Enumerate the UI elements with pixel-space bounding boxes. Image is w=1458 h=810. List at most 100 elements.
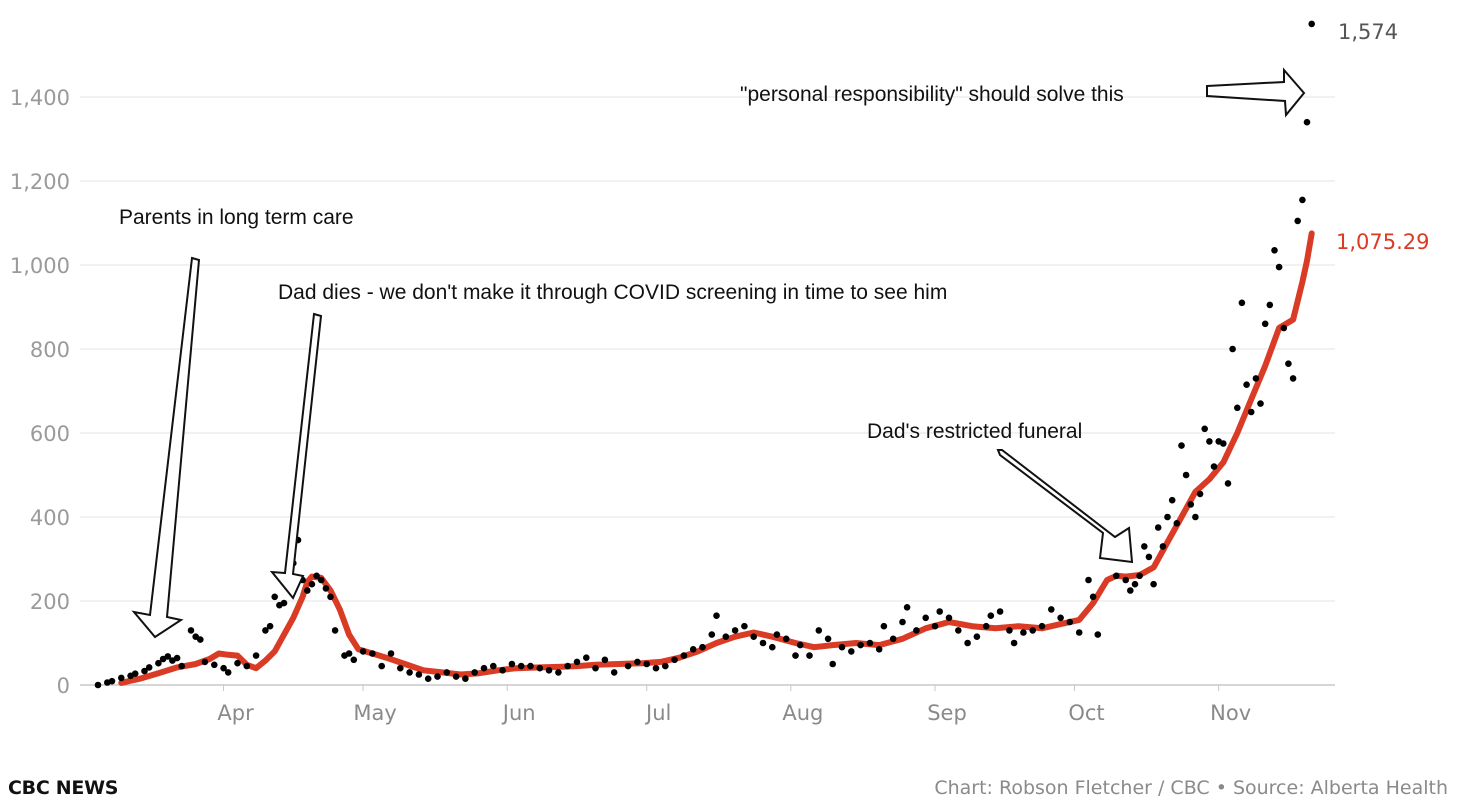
daily-case-point <box>1206 438 1213 445</box>
daily-case-point <box>1271 247 1278 254</box>
daily-case-point <box>713 612 720 619</box>
daily-case-point <box>987 612 995 619</box>
daily-case-point <box>1178 442 1185 449</box>
daily-case-point <box>964 639 971 647</box>
daily-case-point <box>517 662 525 670</box>
daily-case-point <box>973 633 981 640</box>
daily-case-point <box>1187 501 1195 508</box>
daily-case-point <box>601 656 609 664</box>
daily-case-point <box>280 599 288 607</box>
daily-cases-points <box>94 20 1315 689</box>
daily-case-point <box>1010 639 1018 647</box>
daily-case-point <box>1247 408 1255 416</box>
daily-case-point <box>536 664 544 672</box>
y-tick-label: 400 <box>30 506 70 530</box>
daily-case-point <box>452 673 460 680</box>
daily-case-point <box>899 618 906 626</box>
end-label-daily: 1,574 <box>1338 20 1398 44</box>
daily-case-point <box>1038 622 1046 630</box>
x-tick-label: Sep <box>927 701 967 725</box>
end-label-average: 1,075.29 <box>1336 230 1430 254</box>
daily-case-point <box>1089 593 1097 601</box>
x-tick-label: Apr <box>217 701 254 725</box>
daily-case-point <box>94 681 102 689</box>
brand-logo-text: CBC NEWS <box>8 777 119 799</box>
daily-case-point <box>1238 299 1246 307</box>
daily-case-point <box>955 627 962 634</box>
daily-case-point <box>996 608 1004 615</box>
daily-case-point <box>378 662 386 670</box>
annotation-parents-long-term-care: Parents in long term care <box>119 206 354 229</box>
daily-case-point <box>741 622 748 630</box>
daily-case-point <box>866 639 874 647</box>
daily-case-point <box>1164 513 1171 521</box>
daily-case-point <box>471 669 479 676</box>
daily-case-point <box>1168 496 1176 504</box>
daily-case-point <box>1303 118 1311 126</box>
daily-case-point <box>187 627 195 634</box>
daily-case-point <box>931 622 939 630</box>
daily-case-point <box>1113 572 1120 580</box>
daily-case-point <box>759 639 767 647</box>
x-tick-label: Aug <box>782 701 823 725</box>
daily-case-point <box>857 641 864 649</box>
daily-case-point <box>1159 543 1167 550</box>
daily-case-point <box>875 646 883 653</box>
chart-credit: Chart: Robson Fletcher / CBC • Source: A… <box>934 777 1448 799</box>
y-tick-label: 1,400 <box>10 86 70 110</box>
daily-case-point <box>224 669 232 676</box>
daily-case-point <box>220 664 227 672</box>
daily-case-point <box>1006 627 1013 634</box>
daily-case-point <box>1145 553 1153 561</box>
daily-case-point <box>350 656 358 664</box>
daily-case-point <box>1257 400 1264 407</box>
arrow-personal-responsibility <box>1206 67 1306 118</box>
daily-case-point <box>782 635 790 643</box>
arrow-restricted-funeral <box>996 449 1134 564</box>
y-tick-label: 1,200 <box>10 170 70 194</box>
daily-case-point <box>903 604 911 611</box>
daily-case-point <box>624 662 632 670</box>
daily-case-point <box>327 593 334 601</box>
annotation-texts: Parents in long term care Dad dies - we … <box>119 83 1124 443</box>
daily-case-point <box>173 654 181 662</box>
daily-case-point <box>829 660 836 668</box>
daily-case-point <box>573 658 581 666</box>
daily-case-point <box>1136 572 1143 580</box>
daily-case-point <box>443 669 451 676</box>
daily-case-point <box>1275 263 1283 271</box>
daily-case-point <box>680 652 688 659</box>
daily-case-point <box>838 643 846 651</box>
y-tick-label: 0 <box>57 674 70 698</box>
daily-case-point <box>266 622 274 630</box>
daily-case-point <box>387 650 395 657</box>
daily-case-point <box>722 633 730 640</box>
daily-case-point <box>262 627 269 634</box>
x-tick-label: Jun <box>501 701 536 725</box>
daily-case-point <box>1289 375 1297 382</box>
daily-case-point <box>527 662 534 670</box>
daily-case-point <box>773 631 781 638</box>
daily-case-point <box>1234 404 1241 412</box>
y-tick-label: 200 <box>30 590 70 614</box>
daily-case-point <box>583 654 590 661</box>
daily-case-point <box>406 669 413 676</box>
daily-case-point <box>499 667 506 674</box>
daily-case-point <box>1210 463 1218 470</box>
daily-case-point <box>1122 576 1129 584</box>
daily-case-point <box>1220 440 1227 447</box>
daily-case-point <box>1057 614 1064 622</box>
daily-case-point <box>1299 196 1306 204</box>
arrow-dad-dies <box>269 312 323 600</box>
daily-case-point <box>359 648 367 655</box>
daily-case-point <box>564 662 571 670</box>
daily-case-point <box>118 674 125 682</box>
daily-case-point <box>848 648 855 655</box>
daily-case-point <box>1150 580 1157 588</box>
daily-case-point <box>731 627 739 634</box>
daily-case-point <box>197 636 204 643</box>
daily-case-point <box>369 650 376 657</box>
annotation-restricted-funeral: Dad's restricted funeral <box>867 420 1082 443</box>
daily-case-point <box>652 664 660 672</box>
daily-case-point <box>462 675 469 682</box>
